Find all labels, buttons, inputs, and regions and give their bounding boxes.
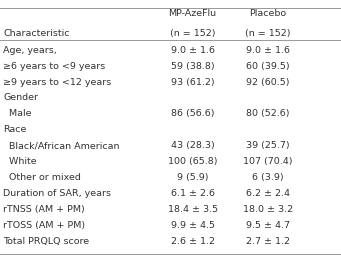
Text: 60 (39.5): 60 (39.5) (246, 62, 290, 70)
Text: Male: Male (3, 109, 32, 118)
Text: 86 (56.6): 86 (56.6) (171, 109, 214, 118)
Text: 6.2 ± 2.4: 6.2 ± 2.4 (246, 189, 290, 198)
Text: 2.7 ± 1.2: 2.7 ± 1.2 (246, 237, 290, 246)
Text: Characteristic: Characteristic (3, 29, 70, 38)
Text: Race: Race (3, 125, 27, 134)
Text: 2.6 ± 1.2: 2.6 ± 1.2 (170, 237, 215, 246)
Text: 18.4 ± 3.5: 18.4 ± 3.5 (168, 205, 218, 214)
Text: Other or mixed: Other or mixed (3, 173, 81, 182)
Text: 107 (70.4): 107 (70.4) (243, 157, 293, 166)
Text: Placebo: Placebo (249, 9, 286, 18)
Text: 9 (5.9): 9 (5.9) (177, 173, 208, 182)
Text: 18.0 ± 3.2: 18.0 ± 3.2 (243, 205, 293, 214)
Text: 59 (38.8): 59 (38.8) (171, 62, 214, 70)
Text: 80 (52.6): 80 (52.6) (246, 109, 290, 118)
Text: 39 (25.7): 39 (25.7) (246, 141, 290, 150)
Text: Age, years,: Age, years, (3, 46, 57, 55)
Text: Gender: Gender (3, 93, 39, 102)
Text: Black/African American: Black/African American (3, 141, 120, 150)
Text: ≥6 years to <9 years: ≥6 years to <9 years (3, 62, 106, 70)
Text: White: White (3, 157, 37, 166)
Text: 93 (61.2): 93 (61.2) (171, 78, 214, 86)
Text: rTOSS (AM + PM): rTOSS (AM + PM) (3, 221, 86, 230)
Text: 9.9 ± 4.5: 9.9 ± 4.5 (170, 221, 215, 230)
Text: 6.1 ± 2.6: 6.1 ± 2.6 (170, 189, 215, 198)
Text: ≥9 years to <12 years: ≥9 years to <12 years (3, 78, 112, 86)
Text: 92 (60.5): 92 (60.5) (246, 78, 290, 86)
Text: (n = 152): (n = 152) (245, 29, 291, 38)
Text: 100 (65.8): 100 (65.8) (168, 157, 218, 166)
Text: 6 (3.9): 6 (3.9) (252, 173, 283, 182)
Text: 43 (28.3): 43 (28.3) (171, 141, 214, 150)
Text: Total PRQLQ score: Total PRQLQ score (3, 237, 90, 246)
Text: 9.0 ± 1.6: 9.0 ± 1.6 (246, 46, 290, 55)
Text: 9.5 ± 4.7: 9.5 ± 4.7 (246, 221, 290, 230)
Text: MP-AzeFlu: MP-AzeFlu (168, 9, 217, 18)
Text: Duration of SAR, years: Duration of SAR, years (3, 189, 112, 198)
Text: (n = 152): (n = 152) (170, 29, 216, 38)
Text: 9.0 ± 1.6: 9.0 ± 1.6 (170, 46, 215, 55)
Text: rTNSS (AM + PM): rTNSS (AM + PM) (3, 205, 85, 214)
